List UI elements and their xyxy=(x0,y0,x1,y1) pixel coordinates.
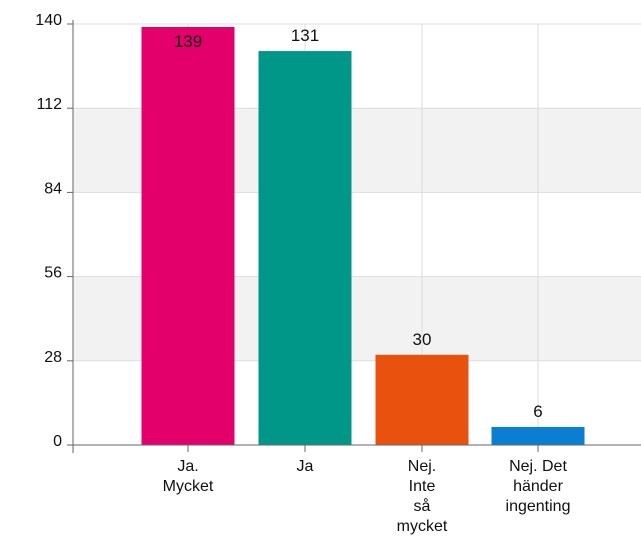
y-tick-label: 140 xyxy=(35,12,62,29)
bar xyxy=(491,426,585,445)
x-tick-label: Nej. Det händer ingenting xyxy=(506,458,571,515)
y-tick-label: 112 xyxy=(36,96,62,113)
bar xyxy=(141,27,235,446)
data-label: 6 xyxy=(533,402,542,421)
data-label: 131 xyxy=(291,26,319,45)
x-tick-label: Ja. Mycket xyxy=(163,458,214,495)
y-tick-label: 0 xyxy=(53,433,62,450)
bars xyxy=(141,27,585,446)
data-labels: 139 131 30 6 xyxy=(174,26,543,421)
bar xyxy=(258,51,352,446)
bar xyxy=(375,354,469,445)
data-label: 139 xyxy=(174,32,202,51)
y-tick-label: 84 xyxy=(44,180,62,197)
x-tick-label: Nej. Inte så mycket xyxy=(397,458,448,535)
data-label: 30 xyxy=(413,330,432,349)
y-tick-label: 56 xyxy=(44,265,62,282)
x-tick-label: Ja xyxy=(297,458,314,475)
y-tick-label: 28 xyxy=(44,349,62,366)
x-axis: Ja. Mycket Ja Nej. Inte så mycket Nej. Det hände… xyxy=(67,444,641,535)
y-axis: 0 28 56 84 112 140 xyxy=(35,12,74,453)
